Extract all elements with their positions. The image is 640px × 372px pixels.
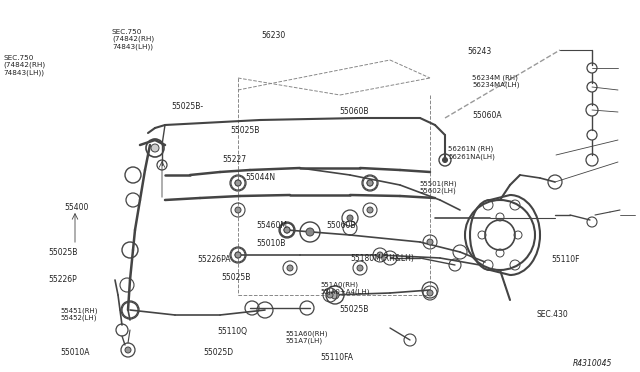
Text: 55451(RH)
55452(LH): 55451(RH) 55452(LH): [61, 307, 99, 321]
Text: SEC.430: SEC.430: [536, 310, 568, 319]
Text: 55044N: 55044N: [245, 173, 275, 182]
Text: 55110Q: 55110Q: [218, 327, 248, 336]
Text: 55060B: 55060B: [339, 107, 369, 116]
Circle shape: [347, 215, 353, 221]
Circle shape: [235, 180, 241, 186]
Text: 55025D: 55025D: [204, 348, 234, 357]
Text: 55501(RH)
55602(LH): 55501(RH) 55602(LH): [419, 180, 457, 194]
Text: 55400: 55400: [64, 203, 88, 212]
Text: 56230: 56230: [261, 31, 285, 40]
Circle shape: [427, 290, 433, 296]
Text: 55227: 55227: [223, 155, 247, 164]
Circle shape: [367, 180, 373, 186]
Circle shape: [306, 228, 314, 236]
Text: 55110FA: 55110FA: [320, 353, 353, 362]
Text: 551A0(RH)
55JA0+A4(LH): 551A0(RH) 55JA0+A4(LH): [320, 281, 369, 295]
Text: 55180M(RH&LH): 55180M(RH&LH): [351, 254, 415, 263]
Circle shape: [367, 207, 373, 213]
Text: 55010A: 55010A: [61, 348, 90, 357]
Circle shape: [125, 347, 131, 353]
Text: 55060A: 55060A: [472, 111, 502, 120]
Text: 55025B-: 55025B-: [171, 102, 203, 110]
Text: 55460M: 55460M: [256, 221, 287, 230]
Text: 55025B: 55025B: [339, 305, 369, 314]
Circle shape: [151, 144, 159, 152]
Text: 56261N (RH)
56261NA(LH): 56261N (RH) 56261NA(LH): [448, 145, 495, 160]
Circle shape: [367, 180, 373, 186]
Circle shape: [442, 157, 447, 163]
Circle shape: [235, 180, 241, 186]
Text: 55010B: 55010B: [256, 239, 285, 248]
Text: 55226PA: 55226PA: [197, 255, 230, 264]
Circle shape: [235, 252, 241, 258]
Circle shape: [331, 291, 339, 299]
Circle shape: [327, 292, 333, 298]
Text: 55025B: 55025B: [48, 248, 77, 257]
Circle shape: [287, 265, 293, 271]
Text: 56243: 56243: [467, 47, 492, 56]
Text: 551A60(RH)
551A7(LH): 551A60(RH) 551A7(LH): [285, 330, 328, 344]
Circle shape: [357, 265, 363, 271]
Text: 55060B: 55060B: [326, 221, 356, 230]
Circle shape: [235, 207, 241, 213]
Text: 55025B: 55025B: [221, 273, 251, 282]
Circle shape: [427, 239, 433, 245]
Circle shape: [235, 252, 241, 258]
Text: R4310045: R4310045: [573, 359, 612, 368]
Text: SEC.750
(74842(RH)
74843(LH)): SEC.750 (74842(RH) 74843(LH)): [3, 55, 45, 76]
Text: SEC.750
(74842(RH)
74843(LH)): SEC.750 (74842(RH) 74843(LH)): [112, 29, 154, 49]
Circle shape: [284, 227, 290, 233]
Text: 55226P: 55226P: [48, 275, 77, 284]
Text: 56234M (RH)
56234MA(LH): 56234M (RH) 56234MA(LH): [472, 74, 520, 88]
Text: 55110F: 55110F: [552, 255, 580, 264]
Circle shape: [284, 227, 290, 233]
Text: 55025B: 55025B: [230, 126, 260, 135]
Circle shape: [377, 252, 383, 258]
